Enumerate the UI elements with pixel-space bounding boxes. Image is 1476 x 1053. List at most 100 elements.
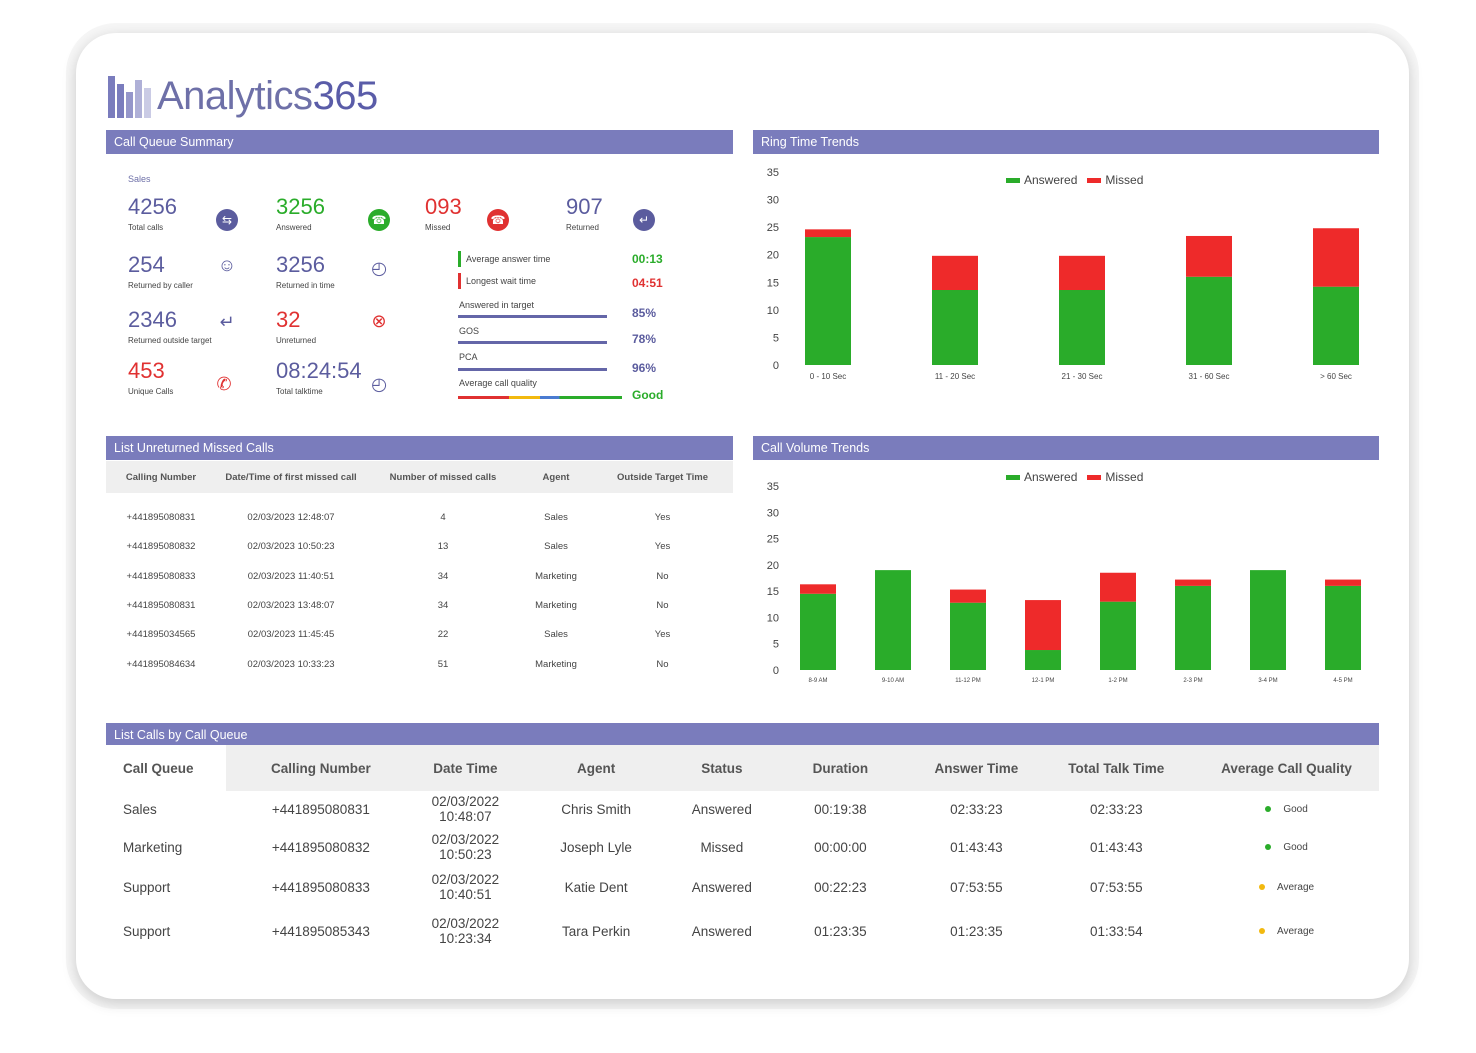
table-cell: 02/03/2022 10:23:34 <box>431 916 500 946</box>
tile-value: 32 <box>276 307 301 332</box>
bar-missed <box>1313 228 1359 287</box>
bar-missed <box>805 229 851 238</box>
tile-label: Total talktime <box>276 387 323 396</box>
column-header[interactable]: Agent <box>520 461 592 493</box>
table-cell: 02/03/2022 10:50:23 <box>431 832 500 862</box>
table-row[interactable]: +441895080833 02/03/2023 11:40:51 34 Market… <box>106 561 733 591</box>
table-row[interactable]: +441895084634 02/03/2023 10:33:23 51 Market… <box>106 649 733 679</box>
table-cell: +441895080832 <box>126 540 196 552</box>
transfer-icon: ⇆ <box>216 209 238 231</box>
missed-calls-table: Calling Number Date/Time of first missed … <box>106 461 733 679</box>
ring-panel-header: Ring Time Trends <box>753 130 1379 154</box>
x-tick-label: 31 - 60 Sec <box>1189 372 1230 381</box>
table-cell: +441895080831 <box>126 599 196 611</box>
bar-missed <box>932 255 978 291</box>
legend-missed-label: Missed <box>1105 173 1144 187</box>
kpi-value: 85% <box>632 306 657 320</box>
x-tick-label: 8-9 AM <box>808 678 827 684</box>
clock-icon: ◴ <box>371 374 387 394</box>
column-header[interactable]: Call Queue <box>106 745 226 791</box>
bar-missed <box>800 584 836 594</box>
ring-legend: Answered Missed <box>1006 173 1143 187</box>
table-row[interactable]: +441895034565 02/03/2023 11:45:45 22 Sales Y… <box>106 619 733 649</box>
table-cell: 00:19:38 <box>814 801 867 817</box>
phone-answered-icon: ☎ <box>368 209 390 231</box>
column-header[interactable]: Date/Time of first missed call <box>216 461 366 493</box>
kpi-label: Answered in target <box>459 300 535 310</box>
app-logo: Analytics365 <box>108 68 378 118</box>
column-header[interactable]: Total Talk Time <box>1038 745 1195 791</box>
legend-missed-swatch <box>1087 474 1102 480</box>
column-header[interactable]: Calling Number <box>106 461 216 493</box>
x-tick-label: 11-12 PM <box>955 678 981 684</box>
call-volume-chart: 0 5 10 15 20 25 30 35 8-9 AM 9-10 AM 11-12 PM 12-1 … <box>767 481 1361 684</box>
bar-missed <box>950 589 986 603</box>
x-tick-label: 0 - 10 Sec <box>810 372 846 381</box>
table-cell: Tara Perkin <box>561 923 631 939</box>
tile-value: 3256 <box>276 252 325 277</box>
tile-label: Unique Calls <box>128 387 174 396</box>
column-header[interactable]: Average Call Quality <box>1194 745 1379 791</box>
table-cell: +441895080833 <box>126 570 196 582</box>
table-cell: 02/03/2023 10:50:23 <box>247 540 335 552</box>
bar-answered <box>1186 276 1232 365</box>
x-tick-label: 2-3 PM <box>1183 678 1202 684</box>
table-cell: 01:23:35 <box>950 923 1003 939</box>
table-cell: No <box>656 599 669 611</box>
column-header[interactable]: Date Time <box>415 745 515 791</box>
x-tick-label: > 60 Sec <box>1320 372 1352 381</box>
table-row[interactable]: +441895080832 02/03/2023 10:50:23 13 Sales Y… <box>106 531 733 561</box>
y-tick-label: 10 <box>767 305 779 317</box>
y-tick-label: 20 <box>767 560 779 572</box>
legend-answered-label: Answered <box>1024 173 1078 187</box>
bar-answered <box>800 593 836 670</box>
column-header[interactable]: Agent <box>515 745 678 791</box>
x-tick-label: 9-10 AM <box>882 678 904 684</box>
table-cell: 51 <box>437 658 449 670</box>
table-cell: Answered <box>691 923 752 939</box>
tile-value: 3256 <box>276 194 325 219</box>
table-cell: 02/03/2023 11:40:51 <box>247 570 335 582</box>
table-header-row: Call Queue Calling Number Date Time Agent St… <box>106 745 1379 791</box>
column-header[interactable]: Duration <box>766 745 915 791</box>
table-cell: 02/03/2023 11:45:45 <box>247 628 335 640</box>
table-row[interactable]: +441895080831 02/03/2023 12:48:07 4 Sales Ye… <box>106 493 733 531</box>
column-header[interactable]: Number of missed calls <box>366 461 520 493</box>
table-cell: Marketing <box>535 599 577 611</box>
table-cell: 00:00:00 <box>814 839 867 855</box>
column-header[interactable]: Status <box>677 745 767 791</box>
table-cell: +441895080832 <box>271 839 370 855</box>
kpi-label: Average call quality <box>459 378 537 388</box>
column-header[interactable]: Answer Time <box>914 745 1039 791</box>
quality-label: Average <box>1277 881 1315 893</box>
table-row[interactable]: Sales +441895080831 02/03/2022 10:48:07 Chr… <box>106 791 1379 827</box>
table-cell: Marketing <box>535 658 577 670</box>
table-row[interactable]: Marketing +441895080832 02/03/2022 10:50:2… <box>106 827 1379 867</box>
table-row[interactable]: Support +441895080833 02/03/2022 10:40:51 K… <box>106 867 1379 907</box>
x-tick-label: 1-2 PM <box>1108 678 1127 684</box>
y-tick-label: 35 <box>767 167 779 179</box>
table-cell: 02/03/2023 12:48:07 <box>247 512 335 523</box>
kpi-label: Longest wait time <box>466 276 537 286</box>
y-tick-label: 15 <box>767 277 779 289</box>
calls-list-header: List Calls by Call Queue <box>106 723 1379 747</box>
summary-panel-header: Call Queue Summary <box>106 130 733 154</box>
logo-bars-icon <box>108 74 151 118</box>
y-tick-label: 35 <box>767 481 779 493</box>
quality-dot-icon <box>1259 883 1265 890</box>
quality-label: Average <box>1277 925 1315 937</box>
tile-label: Returned outside target <box>128 336 212 345</box>
table-cell: +441895080831 <box>271 801 370 817</box>
table-row[interactable]: Support +441895085343 02/03/2022 10:23:34 T… <box>106 907 1379 955</box>
y-tick-label: 15 <box>767 586 779 598</box>
table-cell: Yes <box>654 512 671 523</box>
kpi-value: 04:51 <box>632 276 663 290</box>
column-header[interactable]: Outside Target Time <box>592 461 733 493</box>
table-cell: 02:33:23 <box>1090 801 1143 817</box>
column-header[interactable]: Calling Number <box>225 745 416 791</box>
table-row[interactable]: +441895080831 02/03/2023 13:48:07 34 Market… <box>106 591 733 619</box>
quality-cell: Average <box>1194 907 1379 955</box>
table-cell: +441895085343 <box>271 923 370 939</box>
table-cell: 13 <box>437 540 449 552</box>
kpi-value: Good <box>632 388 664 402</box>
